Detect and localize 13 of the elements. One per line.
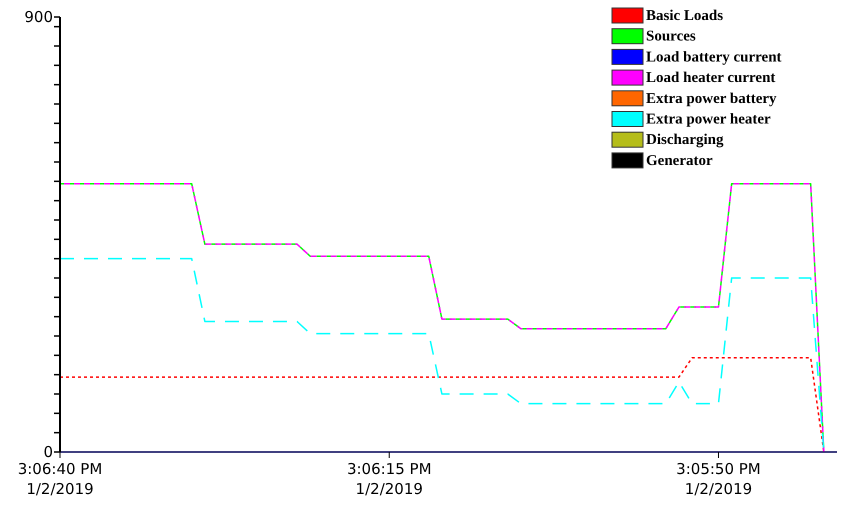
legend-label: Generator [646,152,713,169]
x-tick-label: 3:06:40 PM 1/2/2019 [18,460,102,498]
legend-label: Load battery current [646,49,782,66]
legend-label: Basic Loads [646,8,724,24]
x-tick-label: 3:05:50 PM 1/2/2019 [676,460,761,498]
legend-label: Load heater current [646,70,776,86]
legend-label: Discharging [646,132,724,148]
y-tick-label: 0 [43,443,53,461]
x-tick-label: 3:06:15 PM 1/2/2019 [346,460,432,498]
y-tick-label: 900 [24,8,53,26]
legend-label: Sources [646,28,696,45]
legend-label: Extra power battery [646,90,778,107]
legend-label: Extra power heater [646,112,772,128]
